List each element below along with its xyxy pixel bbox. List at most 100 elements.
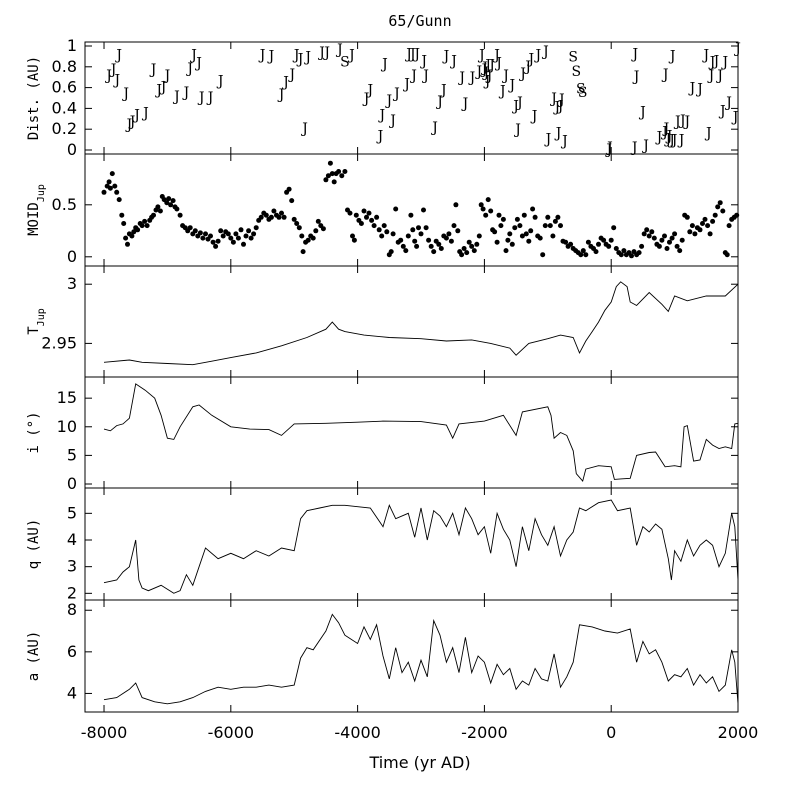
marker-J: J — [114, 47, 122, 63]
marker-J: J — [638, 105, 646, 121]
marker-J: J — [365, 83, 373, 99]
marker-J: J — [474, 64, 482, 80]
data-point — [639, 243, 645, 249]
data-point — [310, 235, 316, 241]
data-point — [243, 233, 249, 239]
data-point — [451, 223, 457, 229]
y-tick-label: 0.4 — [52, 98, 77, 117]
marker-J: J — [712, 54, 720, 70]
series-moid-0 — [101, 160, 740, 259]
data-point — [677, 248, 683, 254]
data-point — [131, 229, 137, 235]
data-point — [436, 241, 442, 247]
y-axis-label-subscript: Jup — [36, 184, 47, 202]
data-point — [114, 189, 120, 195]
marker-J: J — [384, 93, 392, 109]
data-point — [461, 246, 467, 251]
marker-J: J — [317, 45, 325, 61]
data-point — [358, 221, 364, 226]
data-point — [446, 231, 452, 237]
marker-S: S — [576, 82, 586, 98]
marker-J: J — [663, 132, 671, 148]
data-point — [644, 227, 650, 233]
series-line — [103, 613, 739, 705]
data-point — [364, 214, 369, 220]
marker-J: J — [701, 47, 709, 63]
series-line — [103, 383, 739, 483]
data-point — [438, 246, 444, 251]
data-point — [168, 202, 174, 208]
marker-J: J — [322, 45, 330, 61]
data-point — [537, 235, 543, 241]
data-point — [488, 208, 494, 214]
data-point — [674, 243, 680, 249]
y-tick-label: 3 — [67, 274, 77, 293]
data-point — [393, 206, 399, 212]
data-point — [500, 216, 506, 222]
data-point — [715, 204, 721, 210]
marker-J: J — [421, 68, 429, 84]
data-point — [139, 223, 145, 229]
marker-J: J — [194, 56, 202, 72]
marker-J: J — [526, 52, 534, 68]
y-tick-label: 0.5 — [52, 195, 77, 214]
data-point — [618, 252, 624, 258]
data-point — [323, 177, 329, 183]
data-point — [374, 214, 380, 220]
marker-J: J — [287, 67, 295, 83]
y-tick-label: 2.95 — [41, 333, 77, 352]
data-point — [142, 218, 148, 224]
data-point — [289, 198, 295, 204]
data-point — [112, 183, 118, 189]
data-point — [705, 223, 711, 229]
data-point — [496, 212, 502, 218]
data-point — [669, 235, 675, 241]
y-tick-label: 2 — [67, 583, 77, 602]
data-point — [107, 185, 113, 191]
data-point — [225, 231, 231, 237]
data-point — [248, 235, 254, 241]
marker-J: J — [668, 48, 676, 64]
data-point — [724, 252, 730, 258]
data-point — [192, 228, 198, 234]
data-point — [540, 252, 546, 258]
marker-J: J — [409, 68, 417, 84]
marker-J: J — [159, 80, 167, 96]
data-point — [369, 217, 375, 223]
y-tick-label: 0 — [67, 247, 77, 266]
data-point — [320, 226, 326, 232]
x-axis: -8000 -6000 -4000 -2000 0 2000 — [81, 723, 759, 742]
data-point — [563, 239, 569, 245]
data-point — [412, 238, 418, 244]
data-point — [664, 246, 670, 251]
data-point — [459, 252, 465, 258]
marker-J: J — [483, 58, 491, 74]
data-point — [700, 221, 705, 226]
data-point — [707, 231, 713, 237]
data-point — [528, 228, 534, 234]
panel-a: 4 6 8 a (AU) — [26, 599, 739, 713]
marker-J: J — [541, 44, 549, 60]
marker-J: J — [377, 108, 385, 124]
marker-J: J — [419, 54, 427, 70]
y-tick-label: 3 — [67, 557, 77, 576]
marker-J: J — [449, 54, 457, 70]
data-point — [313, 228, 319, 234]
panel-incl: 0 5 10 15 i (°) — [26, 376, 739, 493]
data-point — [492, 229, 498, 235]
marker-J: J — [277, 87, 285, 103]
data-point — [157, 208, 163, 214]
data-point — [517, 223, 523, 229]
marker-J: J — [439, 83, 447, 99]
data-point — [291, 216, 297, 222]
data-point — [448, 238, 454, 244]
data-point — [734, 212, 740, 218]
y-tick-label: 8 — [67, 600, 77, 619]
data-point — [662, 233, 667, 239]
data-point — [164, 200, 170, 206]
marker-J: J — [189, 47, 197, 63]
data-point — [241, 241, 246, 247]
marker-J: J — [461, 96, 469, 112]
data-point — [532, 214, 538, 220]
marker-J: J — [673, 114, 681, 130]
